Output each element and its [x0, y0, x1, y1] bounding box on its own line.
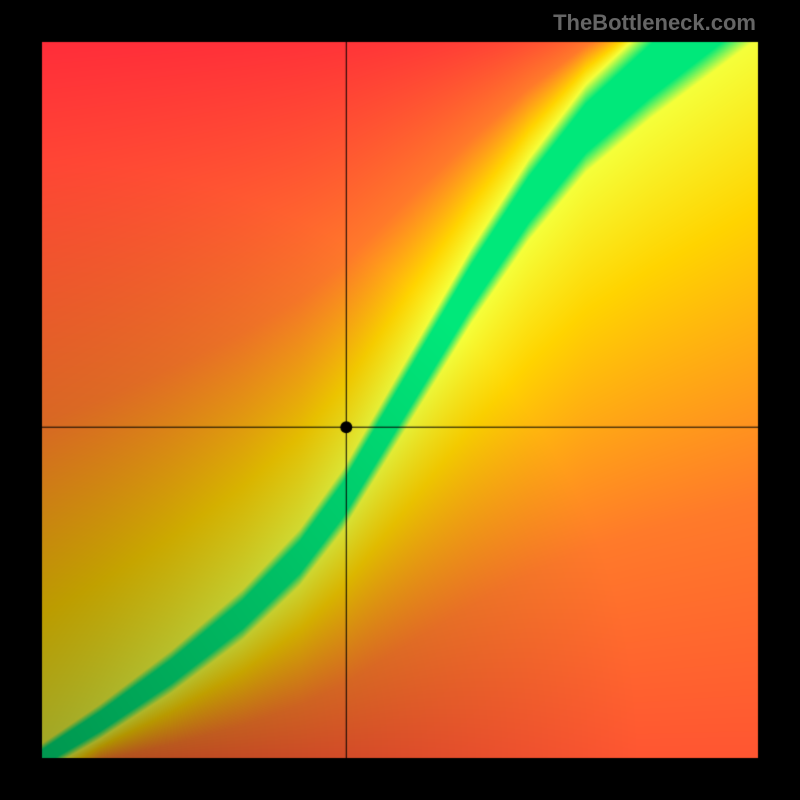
- watermark-text: TheBottleneck.com: [553, 10, 756, 36]
- bottleneck-heatmap: [0, 0, 800, 800]
